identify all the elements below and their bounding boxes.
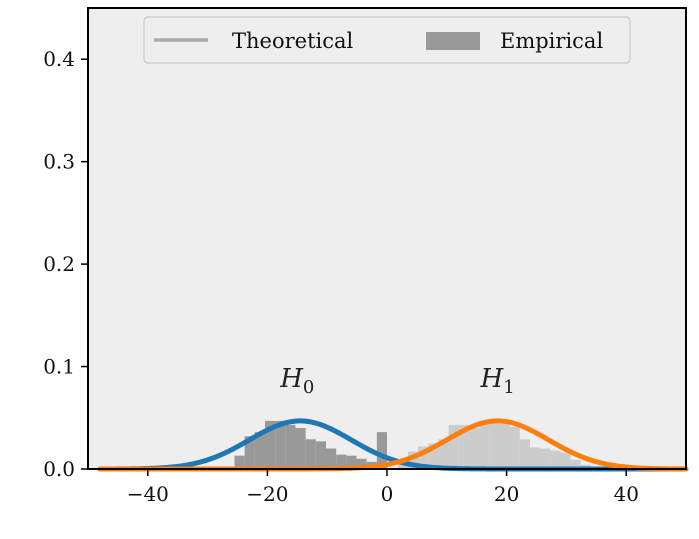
hist-bar [376,432,387,469]
x-tick-label: 40 [613,482,638,506]
x-axis: −40 −20 0 20 40 [127,469,639,506]
hist-bar [519,439,530,469]
hist-bar [438,439,449,469]
y-tick-label: 0.1 [43,355,75,379]
x-tick-label: 20 [494,482,519,506]
hist-bar [254,432,266,469]
hist-bar [418,446,429,469]
hist-bar [407,451,419,469]
hist-bar [326,448,337,469]
x-tick-label: 0 [381,482,394,506]
hist-bar [315,441,327,469]
hist-bar [285,424,296,469]
legend-box [143,16,631,64]
x-tick-label: −20 [246,482,288,506]
hist-bar [428,443,439,469]
hist-bar [458,424,469,469]
hist-bar [265,420,276,469]
x-tick-label: −40 [127,482,169,506]
annotation-label: H1 [480,364,515,398]
legend-empirical-label: Empirical [500,29,603,53]
plot-background [88,8,686,469]
hist-bar [336,454,347,469]
hist-bar [499,423,510,469]
y-tick-label: 0.4 [43,47,75,71]
hist-bar [489,420,500,469]
hist-bar [305,439,316,469]
y-tick-label: 0.2 [43,252,75,276]
annotations: H0 H1 [279,364,514,398]
hist-bar [570,459,581,469]
hist-bar [356,458,367,469]
hist-bar [560,452,571,469]
legend-empirical-swatch [426,32,480,50]
y-tick-label: 0.0 [43,457,75,481]
legend-theoretical-label: Theoretical [232,29,354,53]
hist-bar [448,424,459,469]
legend: Theoretical Empirical [143,16,631,64]
hist-bar [550,450,561,469]
annotation-label: H0 [279,364,314,398]
hist-bar [509,426,520,469]
y-tick-label: 0.3 [43,150,75,174]
hist-bar [244,436,255,469]
hist-bar [468,428,480,469]
hist-bar [529,447,541,469]
hist-bar [295,428,306,469]
hist-bar [275,420,286,469]
hist-bar [346,455,357,469]
y-axis: 0.0 0.1 0.2 0.3 0.4 [43,47,88,481]
hist-bar [234,455,245,469]
hist-bar [479,420,490,469]
hist-bar [540,448,551,469]
